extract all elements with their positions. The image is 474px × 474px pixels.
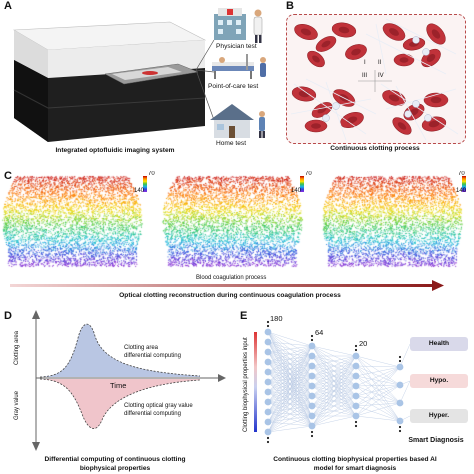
caption-e-line-2: model for smart diagnosis (313, 465, 397, 472)
caption-d-line-1: Differential computing of continuous clo… (44, 456, 186, 463)
annot-top-1: Clotting area (124, 345, 159, 351)
colorbar-1-bottom: 140 (134, 188, 145, 194)
output-hypo: Hypo. (410, 374, 468, 388)
panel-b-clotting-illustration (290, 18, 459, 141)
colorbar-2-bottom: 140 (291, 188, 302, 194)
label-point-of-care-test: Point-of-care test (208, 83, 259, 90)
colorbar-1-top: 70 (148, 171, 155, 177)
output-hyper: Hyper. (410, 409, 468, 423)
input-side-label: Clotting biophysical properties input (243, 337, 249, 432)
time-label: Time (110, 381, 127, 390)
panel-letter-b: B (286, 0, 294, 12)
smart-diagnosis-label: Smart Diagnosis (408, 437, 464, 444)
colorbar-3 (462, 176, 466, 192)
colorbar-3-top: 70 (458, 171, 465, 177)
neural-network-diagram (254, 320, 411, 444)
caption-b: Continuous clotting process (330, 145, 420, 152)
layer-count-1: 180 (270, 314, 283, 323)
annot-top-2: differential computing (124, 353, 181, 359)
coagulation-arrow (10, 280, 444, 291)
caption-c: Optical clotting reconstruction during c… (119, 292, 341, 299)
caption-a: Integrated optofluidic imaging system (55, 147, 175, 154)
panel-d-curves (32, 310, 226, 451)
label-home-test: Home test (216, 140, 247, 147)
quadrant-ii: II (378, 60, 382, 66)
caption-d-line-2: biophysical properties (79, 465, 151, 472)
annot-bottom-2: differential computing (124, 411, 181, 417)
colorbar-2 (300, 176, 304, 192)
colorbar-3-bottom: 140 (456, 188, 467, 194)
output-health: Health (410, 337, 468, 351)
quadrant-iii: III (362, 73, 368, 79)
panel-letter-a: A (4, 0, 12, 12)
ylabel-clotting-area: Clotting area (14, 330, 20, 365)
arrow-label: Blood coagulation process (196, 275, 267, 281)
ylabel-gray-value: Gray value (14, 390, 20, 420)
reconstruction-point-clouds (0, 170, 474, 270)
caption-e-line-1: Continuous clotting biophysical properti… (273, 456, 437, 463)
colorbar-1 (143, 176, 147, 192)
panel-letter-e: E (240, 310, 248, 322)
layer-count-2: 64 (315, 328, 324, 337)
label-physician-test: Physician test (216, 43, 257, 50)
annot-bottom-1: Clotting optical gray value (124, 403, 193, 409)
colorbar-2-top: 70 (305, 171, 312, 177)
panel-a-illustration (12, 8, 266, 142)
layer-count-3: 20 (359, 339, 368, 348)
quadrant-i: I (364, 60, 366, 66)
quadrant-iv: IV (378, 73, 384, 79)
panel-letter-d: D (4, 310, 12, 322)
